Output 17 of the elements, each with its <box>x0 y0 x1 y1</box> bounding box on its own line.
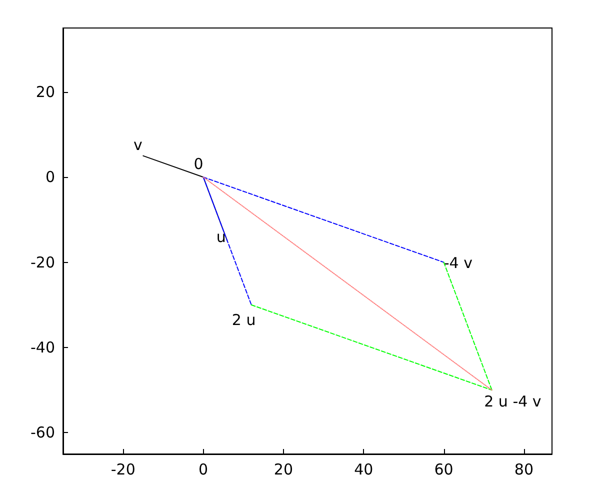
x-tick-label: 80 <box>514 460 534 478</box>
y-tick-label: 0 <box>45 168 55 186</box>
y-tick-label: 20 <box>36 82 55 101</box>
x-tick-label: -20 <box>110 460 136 478</box>
annotation: v <box>133 136 142 154</box>
x-tick-label: 20 <box>274 460 293 478</box>
annotation: 2 u <box>232 311 256 330</box>
annotation: -4 v <box>444 254 473 272</box>
y-tick-label: -40 <box>30 338 55 356</box>
annotation: 2 u -4 v <box>484 392 542 410</box>
x-tick-label: 0 <box>198 460 208 478</box>
x-tick-label: 40 <box>354 460 374 478</box>
annotation: 0 <box>194 155 204 174</box>
x-tick-label: 60 <box>434 460 454 478</box>
y-tick-label: -20 <box>30 253 55 272</box>
annotation: u <box>216 228 226 246</box>
y-tick-label: -60 <box>30 424 55 442</box>
